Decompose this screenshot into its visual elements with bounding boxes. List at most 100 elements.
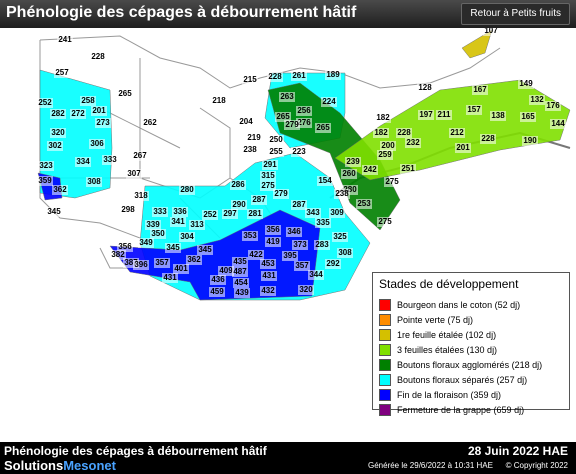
station-value: 238: [243, 145, 257, 154]
station-value: 308: [338, 248, 352, 257]
station-box: [152, 207, 168, 217]
station-value: 128: [418, 83, 432, 92]
station-value: 201: [456, 143, 470, 152]
back-button[interactable]: Retour à Petits fruits: [461, 3, 570, 25]
station-value: 359: [38, 176, 52, 185]
station-box: [218, 266, 234, 276]
station-value: 138: [491, 111, 505, 120]
legend-swatch: [379, 388, 391, 401]
station-box: [305, 208, 321, 218]
station-value: 320: [299, 285, 313, 294]
station-box: [466, 105, 482, 115]
station-box: [154, 258, 170, 268]
station-box: [261, 271, 277, 281]
station-box: [86, 177, 102, 187]
station-box: [265, 237, 281, 247]
legend-item: 3 feuilles étalées (130 dj): [379, 342, 569, 357]
station-box: [211, 96, 227, 106]
station-value: 320: [51, 128, 65, 137]
station-value: 325: [333, 232, 347, 241]
station-box: [334, 189, 350, 199]
legend-label: Fermeture de la grappe (659 dj): [397, 404, 525, 415]
legend-label: 1re feuille étalée (102 dj): [397, 329, 497, 340]
station-box: [480, 134, 496, 144]
brand: SolutionsMesonet: [4, 458, 116, 473]
station-box: [314, 240, 330, 250]
station-value: 219: [247, 133, 261, 142]
station-box: [268, 147, 284, 157]
station-box: [292, 240, 308, 250]
station-value: 395: [283, 251, 297, 260]
station-value: 396: [134, 260, 148, 269]
station-box: [518, 79, 534, 89]
legend-swatch: [379, 328, 391, 341]
station-value: 275: [261, 181, 275, 190]
station-box: [50, 109, 66, 119]
station-box: [520, 112, 536, 122]
station-value: 439: [235, 288, 249, 297]
station-box: [133, 260, 149, 270]
station-box: [242, 231, 258, 241]
station-value: 357: [295, 261, 309, 270]
stage-zone: [461, 29, 493, 59]
station-value: 272: [71, 109, 85, 118]
station-box: [117, 242, 133, 252]
station-box: [117, 89, 133, 99]
station-value: 350: [151, 229, 165, 238]
station-box: [142, 118, 158, 128]
station-box: [329, 208, 345, 218]
legend-item: Pointe verte (75 dj): [379, 312, 569, 327]
station-value: 265: [276, 112, 290, 121]
station-box: [38, 161, 54, 171]
station-box: [296, 106, 312, 116]
generated: Générée le 29/6/2022 à 10:31 HAE: [368, 461, 493, 470]
station-box: [490, 111, 506, 121]
station-value: 356: [118, 242, 132, 251]
station-value: 353: [243, 231, 257, 240]
station-box: [170, 217, 186, 227]
station-box: [242, 145, 258, 155]
station-box: [70, 109, 86, 119]
station-value: 349: [139, 238, 153, 247]
station-box: [262, 160, 278, 170]
footer-date: 28 Juin 2022 HAE: [467, 444, 568, 458]
station-value: 333: [103, 155, 117, 164]
station-value: 279: [274, 189, 288, 198]
legend-swatch: [379, 373, 391, 386]
station-box: [418, 110, 434, 120]
station-value: 346: [287, 227, 301, 236]
station-value: 357: [155, 258, 169, 267]
station-box: [248, 250, 264, 260]
legend-label: Pointe verte (75 dj): [397, 314, 474, 325]
legend-swatch: [379, 358, 391, 371]
station-box: [337, 248, 353, 258]
station-value: 287: [252, 195, 266, 204]
station-value: 435: [233, 257, 247, 266]
station-value: 356: [266, 225, 280, 234]
station-value: 176: [546, 101, 560, 110]
station-value: 362: [187, 255, 201, 264]
station-box: [356, 199, 372, 209]
station-box: [54, 68, 70, 78]
station-box: [317, 176, 333, 186]
station-value: 279: [285, 120, 299, 129]
station-value: 265: [316, 123, 330, 132]
station-value: 228: [481, 134, 495, 143]
station-value: 238: [335, 189, 349, 198]
station-box: [230, 180, 246, 190]
station-box: [173, 264, 189, 274]
station-value: 215: [243, 75, 257, 84]
station-value: 253: [357, 199, 371, 208]
legend-label: Bourgeon dans le coton (52 dj): [397, 299, 521, 310]
station-box: [291, 200, 307, 210]
station-box: [529, 95, 545, 105]
station-value: 257: [55, 68, 69, 77]
station-value: 304: [180, 232, 194, 241]
station-value: 256: [297, 106, 311, 115]
copyright: © Copyright 2022: [505, 461, 568, 470]
legend-swatch: [379, 313, 391, 326]
legend-item: Bourgeon dans le coton (52 dj): [379, 297, 569, 312]
station-value: 453: [261, 259, 275, 268]
station-box: [172, 207, 188, 217]
station-value: 308: [87, 177, 101, 186]
